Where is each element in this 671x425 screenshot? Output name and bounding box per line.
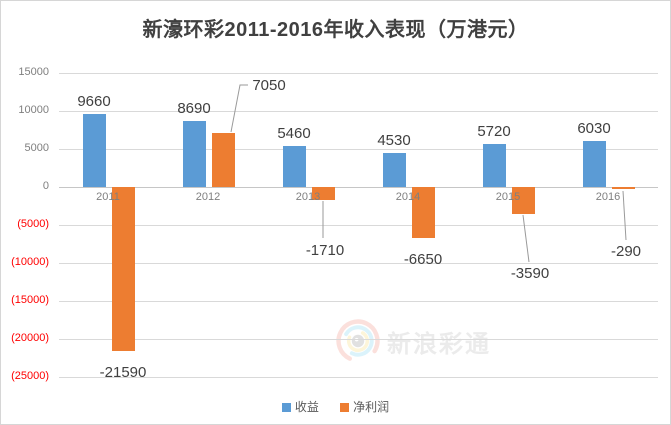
y-axis-label: (15000)	[11, 294, 49, 306]
y-axis-label: (25000)	[11, 370, 49, 382]
bar-netprofit	[411, 187, 435, 238]
legend: 收益 净利润	[1, 398, 670, 415]
data-label-netprofit: -6650	[403, 250, 443, 268]
gridline	[59, 72, 658, 74]
bar-revenue	[82, 113, 106, 187]
y-axis-label: (5000)	[17, 218, 49, 230]
bar-netprofit	[311, 187, 335, 200]
data-label-revenue: 5460	[277, 124, 311, 142]
gridline	[59, 338, 658, 340]
bar-revenue	[182, 120, 206, 187]
bar-netprofit	[211, 133, 235, 187]
bar-netprofit	[611, 187, 635, 190]
x-axis-label: 2016	[595, 191, 621, 203]
legend-item-netprofit: 净利润	[340, 400, 389, 414]
data-label-netprofit: -21590	[99, 364, 147, 382]
data-label-revenue: 6030	[577, 120, 611, 138]
gridline	[59, 186, 658, 188]
legend-item-revenue: 收益	[281, 400, 319, 414]
legend-swatch-revenue	[281, 403, 291, 412]
x-axis-label: 2014	[395, 191, 421, 203]
gridline	[59, 376, 658, 378]
legend-swatch-netprofit	[340, 403, 350, 412]
x-axis-label: 2011	[96, 191, 120, 203]
y-axis-label: (10000)	[11, 256, 49, 268]
gridline	[59, 300, 658, 302]
gridline	[59, 224, 658, 226]
legend-label-revenue: 收益	[294, 400, 319, 414]
legend-label-netprofit: 净利润	[353, 400, 390, 414]
bar-revenue	[582, 141, 606, 187]
data-label-netprofit: -1710	[305, 242, 345, 259]
x-axis-label: 2015	[495, 191, 521, 203]
y-axis-label: 10000	[18, 104, 49, 116]
y-axis-label: 5000	[24, 142, 49, 154]
bar-revenue	[482, 143, 506, 187]
gridline	[59, 262, 658, 264]
bar-revenue	[382, 152, 406, 187]
x-axis-label: 2013	[295, 191, 321, 203]
data-label-netprofit: -290	[610, 243, 642, 260]
bar-netprofit	[111, 187, 135, 352]
data-label-revenue: 4530	[377, 131, 411, 149]
x-axis-label: 2012	[195, 191, 221, 203]
bar-revenue	[282, 145, 306, 187]
gridline	[59, 110, 658, 112]
data-label-netprofit: 7050	[252, 77, 286, 94]
data-label-revenue: 9660	[77, 92, 111, 110]
bar-netprofit	[511, 187, 535, 215]
chart-title: 新濠环彩2011-2016年收入表现（万港元）	[142, 19, 529, 41]
data-label-revenue: 8690	[177, 99, 211, 117]
y-axis-label: (20000)	[11, 332, 49, 344]
data-label-revenue: 5720	[477, 122, 511, 140]
y-axis-label: 15000	[18, 66, 49, 78]
data-label-netprofit: -3590	[510, 265, 550, 282]
gridline	[59, 148, 658, 150]
y-axis-label: 0	[42, 180, 49, 192]
